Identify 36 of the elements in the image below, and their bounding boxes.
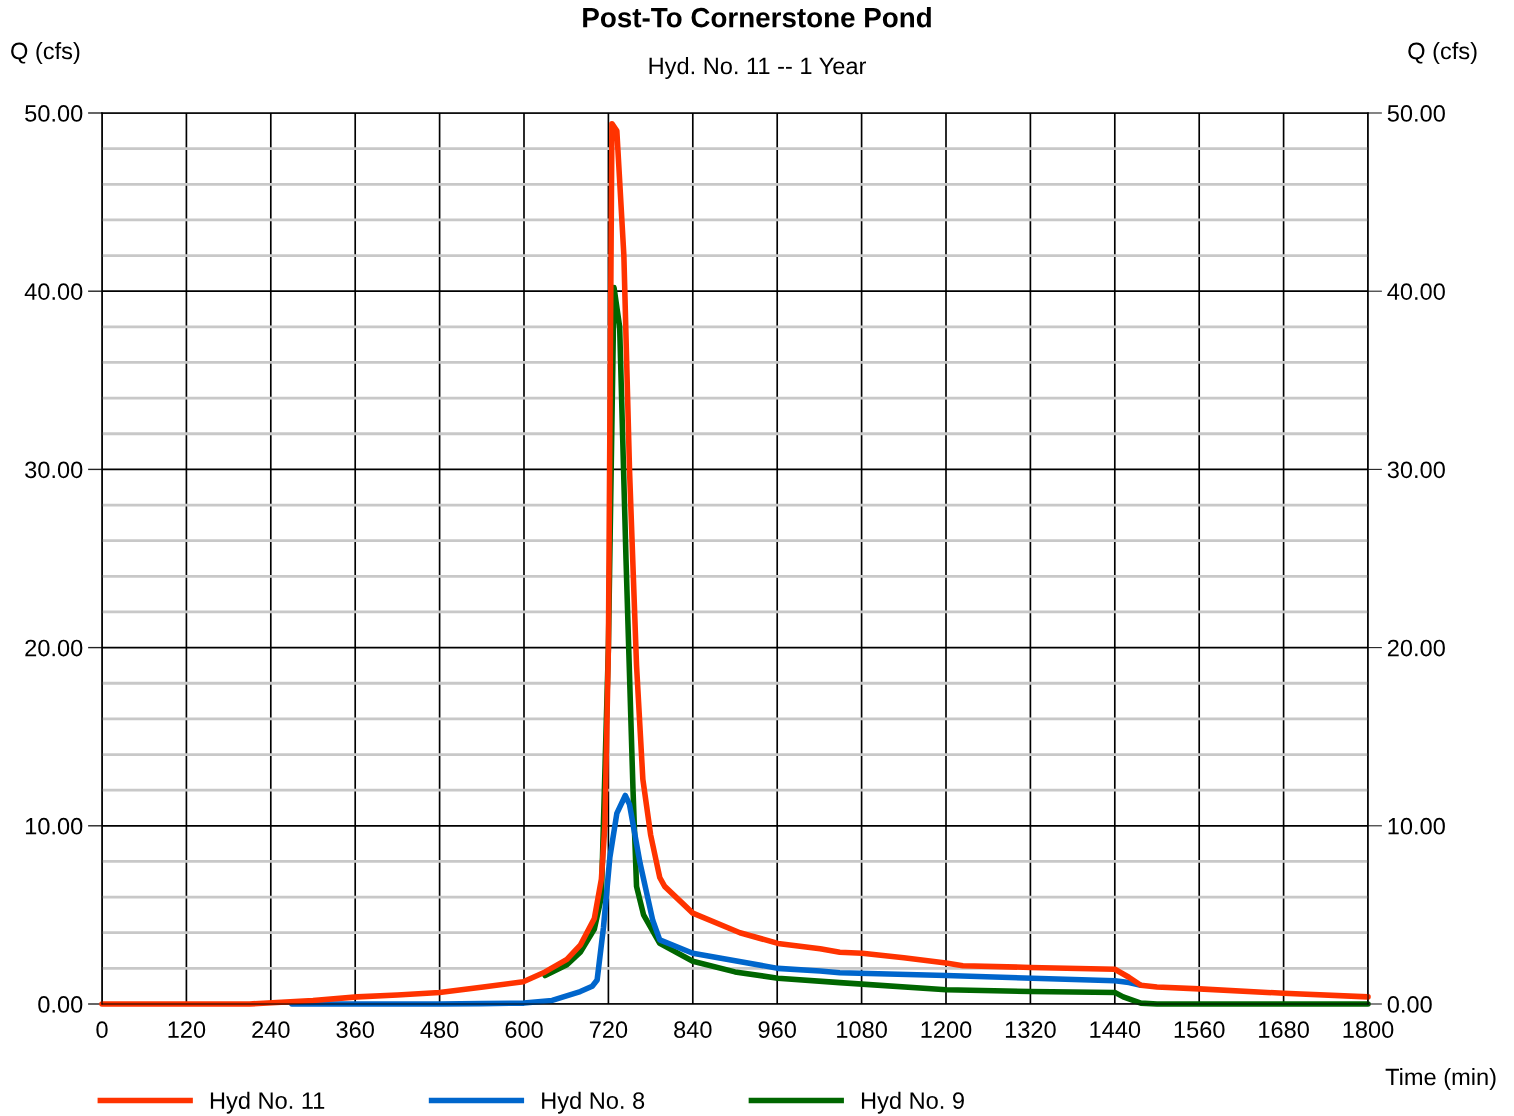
x-tick-label: 480 — [420, 1021, 459, 1039]
y2-axis-title: Q (cfs) — [1408, 42, 1477, 64]
x-tick-label: 1680 — [1259, 1021, 1309, 1039]
x-tick-label: 1200 — [921, 1021, 972, 1039]
y-axis-title: Q (cfs) — [11, 42, 80, 64]
y2-tick-label: 0.00 — [1387, 996, 1432, 1013]
chart-subtitle: Hyd. No. 11 -- 1 Year — [649, 57, 866, 79]
x-axis-title: Time (min) — [1385, 1067, 1496, 1090]
legend-label: Hyd No. 11 — [210, 1091, 325, 1114]
y2-tick-label: 50.00 — [1387, 105, 1445, 122]
x-tick-label: 960 — [758, 1021, 796, 1039]
x-tick-label: 1440 — [1090, 1021, 1141, 1039]
x-tick-label: 360 — [336, 1021, 374, 1039]
chart-title: Post-To Cornerstone Pond — [583, 7, 931, 28]
y2-tick-label: 20.00 — [1387, 639, 1445, 657]
x-tick-label: 1080 — [837, 1021, 887, 1039]
y-tick-label: 30.00 — [25, 461, 83, 479]
x-tick-label: 1320 — [1005, 1021, 1056, 1039]
legend-label: Hyd No. 9 — [861, 1091, 964, 1114]
y-tick-label: 0.00 — [38, 996, 83, 1013]
x-tick-label: 1800 — [1343, 1021, 1394, 1039]
y2-tick-label: 30.00 — [1387, 461, 1445, 479]
y-tick-label: 10.00 — [25, 817, 83, 835]
x-tick-label: 720 — [589, 1021, 628, 1039]
y2-tick-label: 10.00 — [1388, 817, 1445, 835]
x-tick-label: 240 — [252, 1021, 290, 1039]
y-tick-label: 40.00 — [24, 283, 83, 300]
x-tick-label: 0 — [96, 1021, 108, 1039]
x-tick-label: 840 — [674, 1021, 712, 1039]
y2-tick-label: 40.00 — [1387, 283, 1445, 300]
x-tick-label: 600 — [505, 1021, 543, 1039]
x-tick-label: 120 — [168, 1021, 206, 1039]
y-tick-label: 20.00 — [25, 639, 83, 657]
legend-label: Hyd No. 8 — [542, 1091, 645, 1114]
y-tick-label: 50.00 — [25, 105, 83, 122]
x-tick-label: 1560 — [1174, 1021, 1225, 1039]
